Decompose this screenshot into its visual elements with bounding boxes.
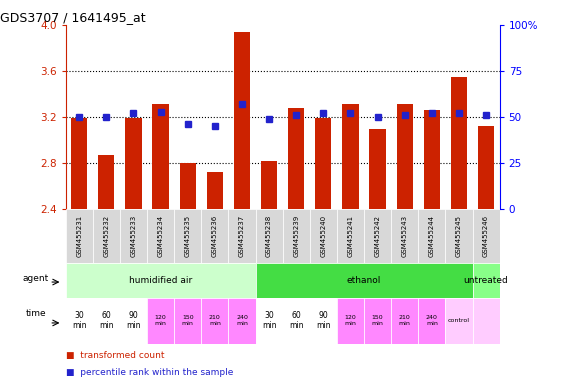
Text: GSM455245: GSM455245 [456, 215, 462, 257]
Text: GSM455234: GSM455234 [158, 215, 164, 257]
Bar [179, 163, 196, 209]
Text: 210
min: 210 min [209, 315, 221, 326]
Bar [201, 209, 228, 263]
Bar [234, 32, 250, 209]
Text: GSM455236: GSM455236 [212, 215, 218, 257]
Bar [364, 209, 391, 263]
Bar [445, 298, 473, 344]
Text: GSM455231: GSM455231 [76, 215, 82, 257]
Bar [445, 209, 473, 263]
Bar [364, 298, 391, 344]
Bar [228, 209, 255, 263]
Bar [283, 209, 309, 263]
Bar [93, 209, 120, 263]
Text: untreated: untreated [464, 276, 508, 285]
Text: 90
min: 90 min [126, 311, 140, 330]
Bar [93, 298, 120, 344]
Bar [391, 209, 418, 263]
Text: 60
min: 60 min [289, 311, 303, 330]
Bar [309, 209, 337, 263]
Bar [283, 298, 309, 344]
Bar [418, 298, 445, 344]
Bar [120, 209, 147, 263]
Bar [207, 172, 223, 209]
Bar [71, 118, 87, 209]
Text: GSM455232: GSM455232 [103, 215, 110, 257]
Bar [147, 209, 174, 263]
Bar [147, 298, 174, 344]
Text: 120
min: 120 min [155, 315, 167, 326]
Bar [473, 263, 500, 298]
Text: GSM455238: GSM455238 [266, 215, 272, 257]
Text: 60
min: 60 min [99, 311, 114, 330]
Text: GSM455239: GSM455239 [293, 215, 299, 257]
Text: GDS3707 / 1641495_at: GDS3707 / 1641495_at [0, 11, 146, 24]
Bar [424, 110, 440, 209]
Bar [174, 209, 202, 263]
Bar [66, 263, 255, 298]
Bar [255, 298, 283, 344]
Bar [66, 209, 93, 263]
Bar [396, 104, 413, 209]
Text: 240
min: 240 min [426, 315, 438, 326]
Bar [255, 263, 472, 298]
Text: ■  transformed count: ■ transformed count [66, 351, 164, 360]
Text: ethanol: ethanol [347, 276, 381, 285]
Text: GSM455237: GSM455237 [239, 215, 245, 257]
Bar [152, 104, 169, 209]
Bar [315, 118, 331, 209]
Text: GSM455241: GSM455241 [347, 215, 353, 257]
Text: 150
min: 150 min [182, 315, 194, 326]
Text: GSM455246: GSM455246 [483, 215, 489, 257]
Bar [309, 298, 337, 344]
Text: humidified air: humidified air [129, 276, 192, 285]
Text: 240
min: 240 min [236, 315, 248, 326]
Bar [228, 298, 255, 344]
Bar [418, 209, 445, 263]
Text: GSM455235: GSM455235 [184, 215, 191, 257]
Text: agent: agent [23, 274, 49, 283]
Bar [261, 161, 278, 209]
Text: 30
min: 30 min [72, 311, 86, 330]
Bar [66, 298, 93, 344]
Bar [174, 298, 202, 344]
Bar [451, 77, 467, 209]
Text: GSM455233: GSM455233 [130, 215, 136, 257]
Text: ■  percentile rank within the sample: ■ percentile rank within the sample [66, 368, 233, 377]
Text: 120
min: 120 min [344, 315, 356, 326]
Text: time: time [26, 309, 46, 318]
Text: control: control [448, 318, 470, 323]
Text: GSM455244: GSM455244 [429, 215, 435, 257]
Text: 90
min: 90 min [316, 311, 331, 330]
Bar [342, 104, 359, 209]
Bar [337, 209, 364, 263]
Bar [288, 108, 304, 209]
Bar [473, 298, 500, 344]
Bar [98, 155, 114, 209]
Bar [337, 298, 364, 344]
Text: 210
min: 210 min [399, 315, 411, 326]
Bar [126, 118, 142, 209]
Bar [391, 298, 418, 344]
Bar [201, 298, 228, 344]
Bar [255, 209, 283, 263]
Text: 30
min: 30 min [262, 311, 276, 330]
Text: 150
min: 150 min [372, 315, 384, 326]
Text: GSM455243: GSM455243 [401, 215, 408, 257]
Bar [473, 209, 500, 263]
Bar [369, 129, 386, 209]
Text: GSM455240: GSM455240 [320, 215, 327, 257]
Bar [120, 298, 147, 344]
Bar [478, 126, 494, 209]
Text: GSM455242: GSM455242 [375, 215, 381, 257]
